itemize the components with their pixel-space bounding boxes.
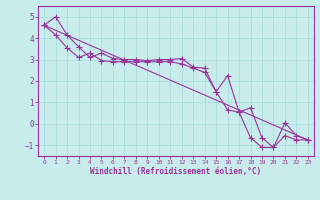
X-axis label: Windchill (Refroidissement éolien,°C): Windchill (Refroidissement éolien,°C)	[91, 167, 261, 176]
